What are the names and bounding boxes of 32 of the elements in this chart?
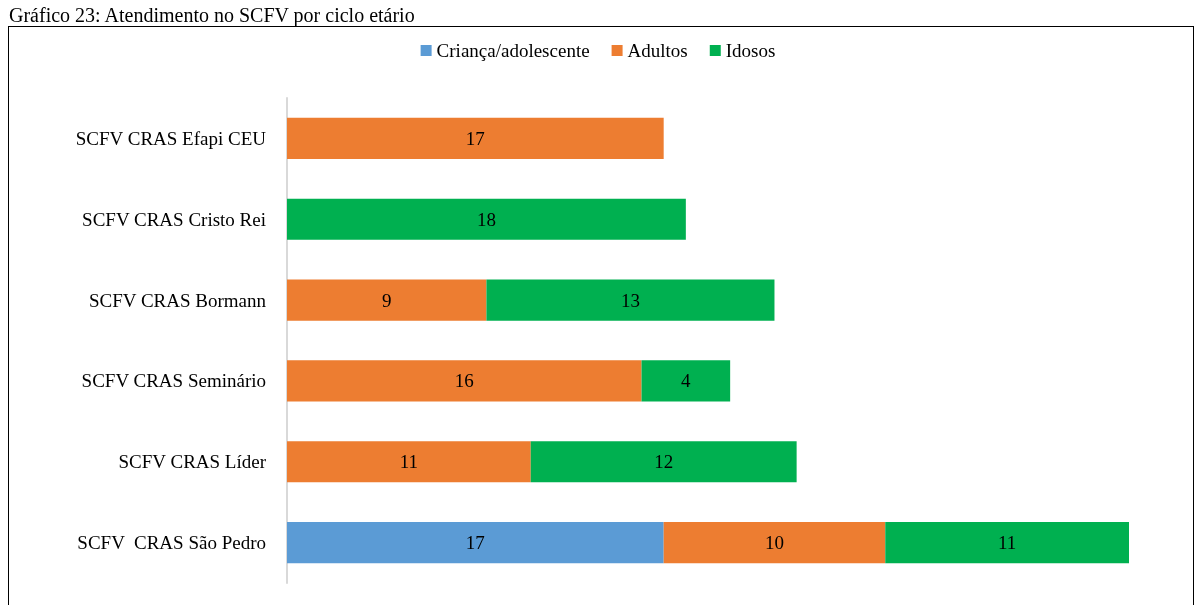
data-label: 11 [399, 451, 419, 473]
data-label: 4 [681, 370, 692, 392]
data-label: 10 [764, 532, 784, 554]
data-label: 13 [620, 289, 640, 311]
chart-title: Gráfico 23: Atendimento no SCFV por ciclo etário [9, 4, 415, 27]
y-tick-label: SCFV CRAS Efapi CEU [75, 127, 267, 149]
bar [287, 279, 487, 321]
bar [287, 441, 531, 483]
bar [663, 521, 886, 564]
data-label: 16 [454, 370, 474, 392]
bar [885, 521, 1129, 564]
y-tick-label: SCFV CRAS Líder [118, 451, 267, 473]
bar [530, 441, 797, 483]
data-label: 9 [381, 289, 392, 311]
legend-label: Criança/adolescente [436, 40, 590, 61]
bar [287, 360, 642, 402]
legend-label: Idosos [725, 40, 776, 61]
y-tick-label: SCFV CRAS Seminário [81, 370, 266, 392]
bar [641, 360, 731, 402]
data-label: 18 [476, 208, 496, 230]
bar [287, 198, 686, 240]
data-label: 11 [997, 532, 1017, 554]
data-label: 17 [465, 127, 485, 149]
bar [287, 117, 664, 160]
legend-label: Adultos [627, 40, 688, 61]
y-tick-label: SCFV CRAS São Pedro [77, 532, 266, 554]
bar [486, 279, 775, 321]
data-label: 17 [465, 532, 485, 554]
y-tick-label: SCFV CRAS Cristo Rei [82, 208, 266, 230]
bar [287, 521, 664, 564]
data-label: 12 [654, 451, 674, 473]
y-tick-label: SCFV CRAS Bormann [88, 289, 267, 311]
